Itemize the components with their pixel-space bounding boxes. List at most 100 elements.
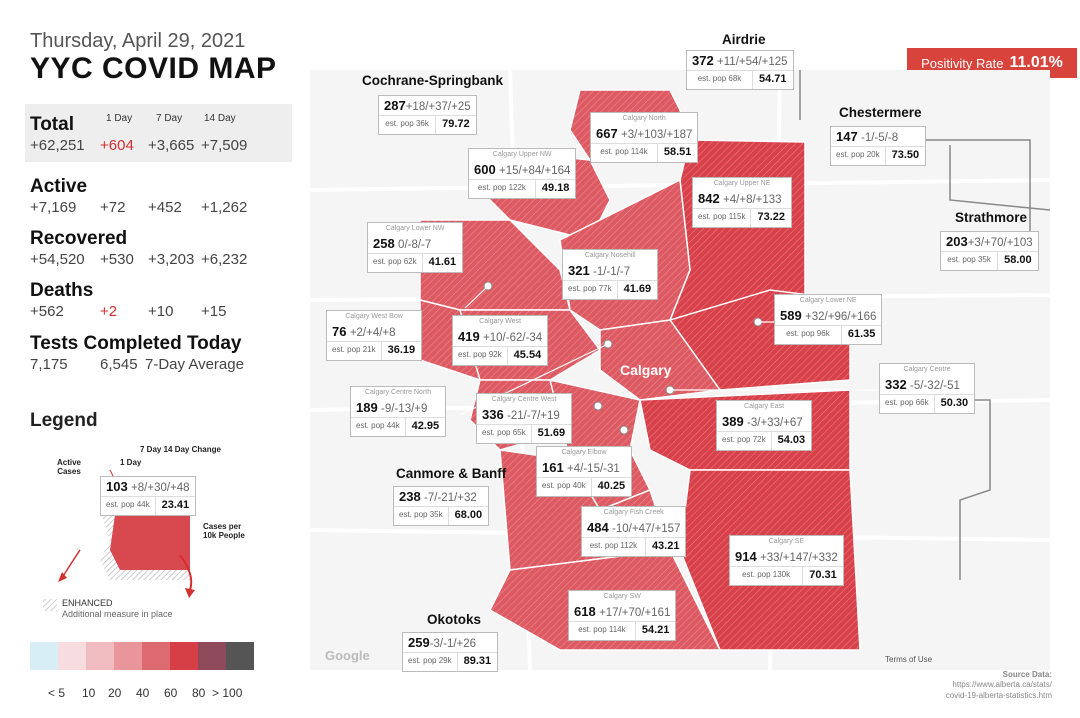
deaths-14day: +15 <box>201 303 227 320</box>
cases-upper-nw: 600 <box>474 161 496 177</box>
source-data: Source Data: https://www.alberta.ca/stat… <box>946 670 1052 701</box>
marker-centre-west <box>593 401 603 411</box>
pop-cochrane: est. pop 36k <box>385 119 429 129</box>
label-elbow[interactable]: Calgary Elbow 161 +4/-15/-31 est. pop 40… <box>536 446 633 497</box>
name-elbow: Calgary Elbow <box>561 449 607 456</box>
rate-sw: 54.21 <box>634 622 676 640</box>
pop-north: est. pop 114k <box>600 147 648 157</box>
tests-label: Tests Completed Today <box>30 333 242 354</box>
label-lower-nw[interactable]: Calgary Lower NW 258 0/-8/-7 est. pop 62… <box>367 222 464 273</box>
rate-east: 54.03 <box>770 432 812 450</box>
chg-west: +10/-62/-34 <box>483 331 543 344</box>
rate-cochrane: 79.72 <box>435 116 476 135</box>
tests-value: 7,175 <box>30 356 68 373</box>
label-nosehill[interactable]: Calgary Nosehill 321 -1/-1/-7 est. pop 7… <box>562 249 659 300</box>
marker-elbow <box>619 425 629 435</box>
label-okotoks[interactable]: 259-3/-1/+26 est. pop 29k 89.31 <box>402 632 499 673</box>
source-url-1[interactable]: https://www.alberta.ca/stats/ <box>952 680 1052 690</box>
label-upper-nw[interactable]: Calgary Upper NW 600 +15/+84/+164 est. p… <box>468 148 577 199</box>
scale-swatch-2 <box>58 642 86 670</box>
chg-lower-ne: +32/+96/+166 <box>805 310 877 323</box>
label-upper-ne[interactable]: Calgary Upper NE 842 +4/+8/+133 est. pop… <box>692 177 792 228</box>
pop-nosehill: est. pop 77k <box>568 284 612 294</box>
cases-sw: 618 <box>574 603 596 619</box>
active-label: Active <box>30 176 88 197</box>
chg-elbow: +4/-15/-31 <box>567 462 620 475</box>
pop-canmore: est. pop 35k <box>399 510 443 520</box>
pop-airdrie: est. pop 68k <box>697 74 742 84</box>
region-centre[interactable] <box>599 319 722 401</box>
label-east[interactable]: Calgary East 389 -3/+33/+67 est. pop 72k… <box>716 400 813 451</box>
pop-lower-ne: est. pop 96k <box>786 329 830 339</box>
label-north[interactable]: Calgary North 667 +3/+103/+187 est. pop … <box>590 112 699 163</box>
legend-sample-shape <box>43 469 195 611</box>
label-lower-ne[interactable]: Calgary Lower NE 589 +32/+96/+166 est. p… <box>774 294 883 345</box>
page-title: YYC COVID MAP <box>30 52 277 85</box>
cases-centre-north: 189 <box>356 399 378 415</box>
label-strathmore[interactable]: 203+3/+70/+103 est. pop 35k 58.00 <box>940 231 1039 272</box>
cases-cochrane: 287 <box>384 98 406 113</box>
cases-lower-nw: 258 <box>373 235 395 251</box>
col-1day: 1 Day <box>106 113 133 124</box>
label-fish-creek[interactable]: Calgary Fish Creek 484 -10/+47/+157 est.… <box>581 506 687 557</box>
cases-centre: 332 <box>885 376 907 392</box>
cases-airdrie: 372 <box>692 53 714 68</box>
recovered-label: Recovered <box>30 228 128 249</box>
name-canmore: Canmore & Banff <box>396 466 507 481</box>
scale-swatch-4 <box>114 642 142 670</box>
tests-avg-label: 7-Day Average <box>145 356 244 373</box>
chg-centre-west: -21/-7/+19 <box>507 409 560 422</box>
label-sw[interactable]: Calgary SW 618 +17/+70/+161 est. pop 114… <box>568 590 677 641</box>
label-west-bow[interactable]: Calgary West Bow 76 +2/+4/+8 est. pop 21… <box>326 310 423 361</box>
scale-label-3: 20 <box>108 686 122 700</box>
name-east: Calgary East <box>744 403 785 410</box>
active-value: +7,169 <box>30 199 77 216</box>
cases-west-bow: 76 <box>332 323 347 339</box>
chg-cochrane: +18/+37/+25 <box>405 101 471 113</box>
total-14day: +7,509 <box>201 137 248 154</box>
name-cochrane: Cochrane-Springbank <box>362 73 504 88</box>
cases-centre-west: 336 <box>482 406 504 422</box>
chg-north: +3/+103/+187 <box>621 128 693 141</box>
label-airdrie[interactable]: 372 +11/+54/+125 est. pop 68k 54.71 <box>686 50 794 91</box>
scale-label-6: 80 <box>192 686 206 700</box>
pop-okotoks: est. pop 29k <box>408 656 452 666</box>
name-strathmore: Strathmore <box>955 210 1028 225</box>
label-centre-north[interactable]: Calgary Centre North 189 -9/-13/+9 est. … <box>350 386 447 437</box>
chg-strathmore: +3/+70/+103 <box>967 237 1033 249</box>
total-value: +62,251 <box>30 137 85 154</box>
total-label: Total <box>30 114 74 135</box>
active-7day: +452 <box>148 199 182 216</box>
label-west[interactable]: Calgary West 419 +10/-62/-34 est. pop 92… <box>452 315 549 366</box>
cases-upper-ne: 842 <box>698 190 720 206</box>
legend-enhanced-sub: Additional measure in place <box>62 609 173 619</box>
label-cochrane[interactable]: 287+18/+37/+25 est. pop 36k 79.72 <box>378 95 477 136</box>
label-chestermere[interactable]: 147 -1/-5/-8 est. pop 20k 73.50 <box>830 126 927 167</box>
deaths-label: Deaths <box>30 280 94 301</box>
total-1day: +604 <box>100 137 134 154</box>
report-date: Thursday, April 29, 2021 <box>30 30 246 52</box>
label-centre[interactable]: Calgary Centre 332 -5/-32/-51 est. pop 6… <box>879 363 976 414</box>
chg-east: -3/+33/+67 <box>747 416 803 429</box>
cases-nosehill: 321 <box>568 262 590 278</box>
name-lower-ne: Calgary Lower NE <box>799 297 857 304</box>
rate-centre: 50.30 <box>933 395 975 413</box>
cases-canmore: 238 <box>399 489 421 504</box>
label-centre-west[interactable]: Calgary Centre West 336 -21/-7/+19 est. … <box>476 393 573 444</box>
cases-west: 419 <box>458 328 480 344</box>
deaths-value: +562 <box>30 303 64 320</box>
total-7day: +3,665 <box>148 137 195 154</box>
label-canmore[interactable]: 238 -7/-21/+32 est. pop 35k 68.00 <box>393 486 490 527</box>
cases-chestermere: 147 <box>836 129 858 144</box>
chg-upper-nw: +15/+84/+164 <box>499 164 571 177</box>
map-terms[interactable]: Terms of Use <box>885 655 933 664</box>
name-fish-creek: Calgary Fish Creek <box>603 509 664 516</box>
name-okotoks: Okotoks <box>427 612 482 627</box>
color-scale <box>30 642 254 670</box>
source-url-2[interactable]: covid-19-alberta-statistics.htm <box>945 690 1052 700</box>
rate-canmore: 68.00 <box>447 507 489 526</box>
scale-label-2: 10 <box>82 686 96 700</box>
label-se[interactable]: Calgary SE 914 +33/+147/+332 est. pop 13… <box>729 535 844 586</box>
chg-upper-ne: +4/+8/+133 <box>723 193 782 206</box>
name-sw: Calgary SW <box>603 593 641 600</box>
